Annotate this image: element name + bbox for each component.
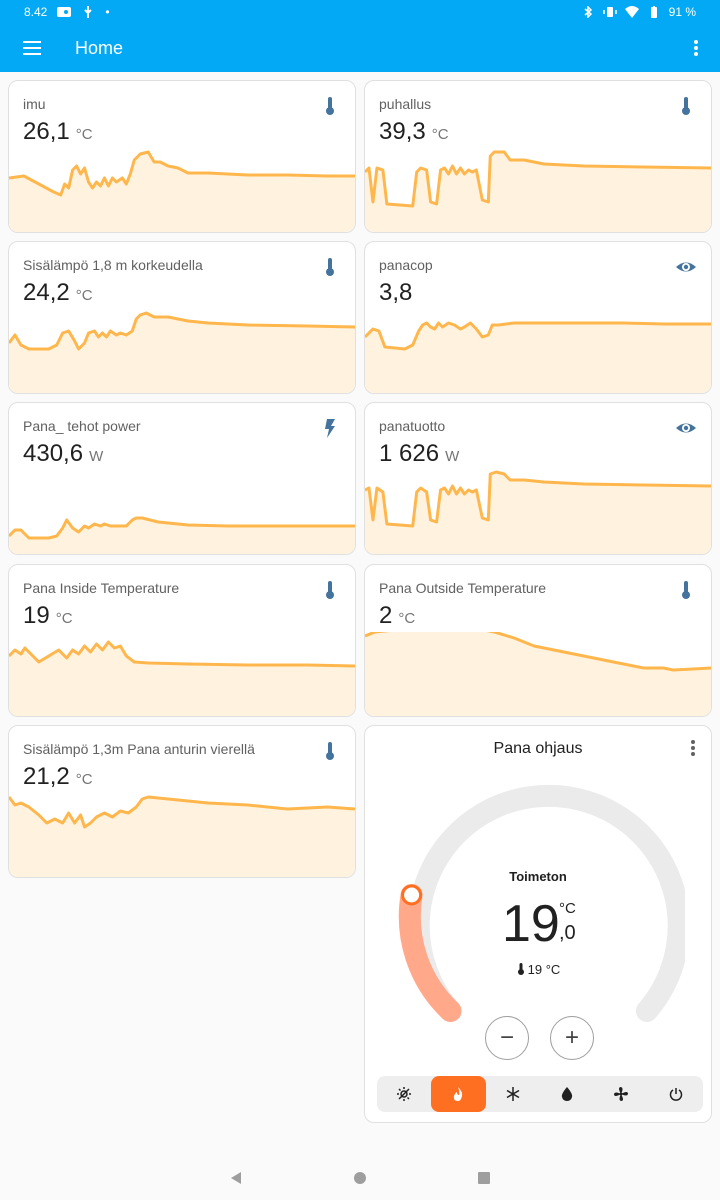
- battery-icon: [650, 6, 657, 18]
- dot-icon: •: [105, 5, 110, 19]
- recents-button[interactable]: [472, 1166, 496, 1190]
- sensor-card-panacop[interactable]: panacop 3,8: [364, 241, 712, 394]
- home-button[interactable]: [348, 1166, 372, 1190]
- bluetooth-icon: [584, 6, 592, 18]
- hamburger-icon: [23, 41, 41, 55]
- thermometer-icon: [682, 97, 690, 115]
- history-sparkline: [9, 150, 355, 232]
- card-name: Sisälämpö 1,3m Pana anturin vierellä: [23, 741, 255, 757]
- usb-icon: [84, 6, 93, 18]
- back-icon: [231, 1172, 241, 1184]
- sensor-card-pana-outside-temperature[interactable]: Pana Outside Temperature 2 °C: [364, 564, 712, 717]
- notification-icon: [57, 7, 72, 17]
- history-sparkline: [9, 640, 355, 716]
- card-value: 21,2 °C: [23, 763, 93, 790]
- heat-mode-button[interactable]: [431, 1076, 486, 1112]
- thermometer-icon: [326, 742, 334, 760]
- target-unit: °C: [559, 900, 576, 917]
- heat-mode-icon: [454, 1087, 463, 1101]
- history-sparkline: [365, 470, 711, 554]
- card-value: 24,2 °C: [23, 279, 93, 306]
- history-sparkline: [365, 150, 711, 232]
- more-vertical-icon: [694, 40, 698, 56]
- card-value: 26,1 °C: [23, 118, 93, 145]
- history-sparkline: [365, 632, 711, 716]
- dry-mode-icon: [561, 1087, 573, 1101]
- app-bar: Home: [0, 24, 720, 72]
- power-off-button[interactable]: [649, 1076, 703, 1112]
- sensor-card-pana-inside-temperature[interactable]: Pana Inside Temperature 19 °C: [8, 564, 356, 717]
- sensor-card-pana-tehot-power[interactable]: Pana_ tehot power 430,6 W: [8, 402, 356, 555]
- thermostat-more-button[interactable]: [683, 736, 703, 760]
- target-temperature: 19: [502, 895, 560, 953]
- flash-icon: [325, 419, 335, 438]
- decrease-button[interactable]: −: [485, 1016, 529, 1060]
- card-value: 1 626 W: [379, 440, 460, 467]
- system-nav-bar: [0, 1156, 720, 1200]
- thermostat-card: Pana ohjaus Toimeton 19 °C ,0 19 °C − +: [364, 725, 712, 1123]
- card-name: panacop: [379, 257, 433, 273]
- card-name: Pana Outside Temperature: [379, 580, 547, 596]
- vibrate-icon: [602, 7, 617, 17]
- wifi-icon: [624, 6, 639, 18]
- dry-mode-button[interactable]: [540, 1076, 594, 1112]
- cool-mode-icon: [506, 1087, 520, 1101]
- card-value: 3,8: [379, 279, 413, 306]
- eye-icon: [676, 423, 696, 433]
- hvac-state: Toimeton: [509, 869, 567, 884]
- history-sparkline: [9, 311, 355, 393]
- history-sparkline: [9, 516, 355, 554]
- home-icon: [354, 1172, 366, 1184]
- card-name: panatuotto: [379, 418, 446, 434]
- power-off-icon: [669, 1088, 683, 1101]
- thermometer-icon: [326, 581, 334, 599]
- thermometer-icon: [326, 97, 334, 115]
- sensor-card-sisalampo-13[interactable]: Sisälämpö 1,3m Pana anturin vierellä 21,…: [8, 725, 356, 878]
- card-name: Pana Inside Temperature: [23, 580, 180, 596]
- history-sparkline: [9, 795, 355, 877]
- current-temperature: 19 °C: [365, 962, 711, 977]
- eye-icon: [676, 262, 696, 272]
- status-bar: 8.42 • 91 %: [0, 0, 720, 24]
- sensor-card-puhallus[interactable]: puhallus 39,3 °C: [364, 80, 712, 233]
- thermometer-icon: [517, 963, 524, 975]
- cool-mode-button[interactable]: [486, 1076, 540, 1112]
- card-value: 430,6 W: [23, 440, 104, 467]
- recents-icon: [478, 1172, 490, 1184]
- thermometer-icon: [682, 581, 690, 599]
- history-sparkline: [365, 321, 711, 393]
- auto-mode-button[interactable]: [377, 1076, 431, 1112]
- dial-handle[interactable]: [401, 884, 423, 906]
- fan-mode-icon: [614, 1087, 629, 1101]
- overflow-menu-button[interactable]: [672, 24, 720, 72]
- back-button[interactable]: [224, 1166, 248, 1190]
- card-value: 2 °C: [379, 602, 416, 629]
- card-name: puhallus: [379, 96, 432, 112]
- card-value: 19 °C: [23, 602, 73, 629]
- fan-mode-button[interactable]: [594, 1076, 648, 1112]
- auto-mode-icon: [397, 1087, 412, 1101]
- page-title: Home: [75, 37, 124, 58]
- card-name: Pana_ tehot power: [23, 418, 141, 434]
- target-decimal: ,0: [559, 922, 576, 944]
- sensor-card-imu[interactable]: imu 26,1 °C: [8, 80, 356, 233]
- battery-level: 91 %: [668, 5, 696, 19]
- card-name: imu: [23, 96, 46, 112]
- menu-button[interactable]: [0, 24, 64, 72]
- thermostat-title: Pana ohjaus: [493, 740, 583, 757]
- increase-button[interactable]: +: [550, 1016, 594, 1060]
- card-name: Sisälämpö 1,8 m korkeudella: [23, 257, 203, 273]
- more-vertical-icon: [691, 740, 695, 756]
- sensor-card-sisalampo-18[interactable]: Sisälämpö 1,8 m korkeudella 24,2 °C: [8, 241, 356, 394]
- thermometer-icon: [326, 258, 334, 276]
- temperature-dial[interactable]: [385, 776, 685, 1036]
- card-value: 39,3 °C: [379, 118, 449, 145]
- status-time: 8.42: [24, 5, 48, 19]
- hvac-mode-bar: [377, 1076, 703, 1112]
- sensor-card-panatuotto[interactable]: panatuotto 1 626 W: [364, 402, 712, 555]
